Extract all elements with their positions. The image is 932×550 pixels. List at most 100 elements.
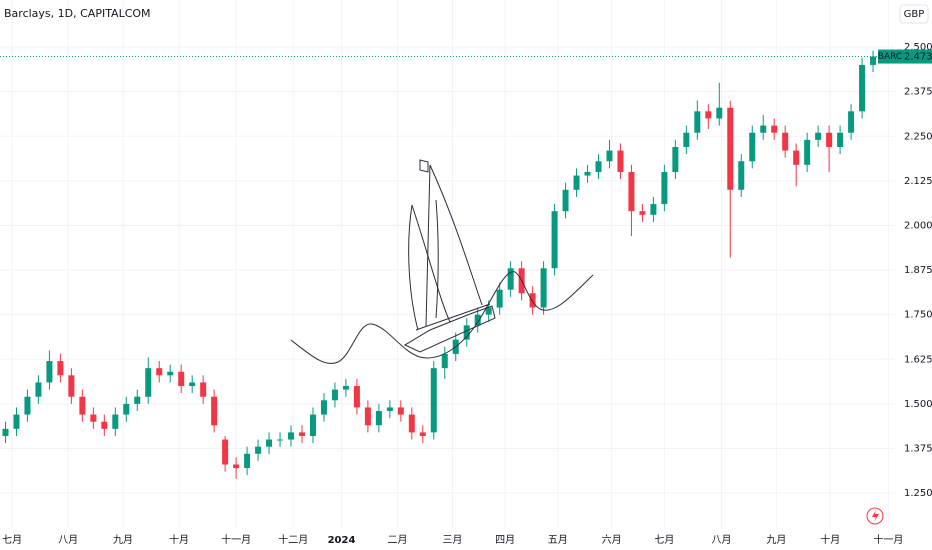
candle-body <box>200 382 207 397</box>
candle-body <box>255 446 262 454</box>
x-tick-label: 八月 <box>58 534 78 546</box>
candle-body <box>35 382 42 397</box>
y-tick-label: 1.5000 <box>904 399 932 410</box>
x-tick-label: 六月 <box>602 534 622 546</box>
last-price-label: 2.4735 <box>904 52 932 63</box>
candle-body <box>529 293 536 308</box>
candle-body <box>57 361 64 376</box>
candle-body <box>705 111 712 119</box>
x-tick-label: 七月 <box>2 534 22 546</box>
candle-body <box>672 146 679 172</box>
drawing <box>290 159 594 364</box>
candle-body <box>46 361 53 383</box>
y-tick-label: 1.7500 <box>904 310 932 321</box>
x-tick-label: 十一月 <box>873 533 903 546</box>
candle-body <box>320 400 327 415</box>
currency: GBP <box>904 9 925 20</box>
candle-body <box>859 64 866 112</box>
candles <box>0 50 895 479</box>
candle-body <box>727 107 734 190</box>
y-tick-label: 1.2500 <box>904 488 932 499</box>
candle-body <box>760 125 767 133</box>
candle-body <box>815 132 822 140</box>
candle-body <box>145 368 152 397</box>
x-tick-label: 五月 <box>548 534 568 546</box>
candle-body <box>441 353 448 369</box>
candle-body <box>90 414 97 422</box>
candle-body <box>782 132 789 151</box>
last-price-tag <box>902 49 932 64</box>
candle-body <box>2 428 9 436</box>
candle-body <box>463 325 470 340</box>
candle-body <box>24 396 31 415</box>
x-tick-label: 九月 <box>766 534 786 546</box>
candle-body <box>683 132 690 147</box>
candle-body <box>573 175 580 190</box>
x-tick-label: 2024 <box>328 535 356 546</box>
candle-body <box>507 268 514 290</box>
symbol-tag <box>878 49 902 64</box>
x-tick-label: 八月 <box>711 534 731 546</box>
y-tick-label: 2.0000 <box>904 220 932 231</box>
candle-body <box>123 403 130 415</box>
candle-body <box>540 268 547 308</box>
candle-body <box>694 111 701 133</box>
x-tick-label: 十月 <box>169 533 189 546</box>
candle-body <box>617 150 624 172</box>
x-tick-label: 二月 <box>388 534 408 546</box>
y-tick-label: 2.5000 <box>904 42 932 53</box>
candle-body <box>386 407 393 411</box>
candle-body <box>397 407 404 415</box>
candle-body <box>474 314 481 326</box>
x-tick-label: 三月 <box>442 534 462 546</box>
candle-body <box>244 453 251 469</box>
y-tick-label: 2.1250 <box>904 176 932 187</box>
grid <box>0 0 895 528</box>
candle-body <box>430 368 437 433</box>
currency-box[interactable] <box>899 4 929 24</box>
candle-body <box>101 421 108 429</box>
candle-body <box>342 386 349 390</box>
candle-body <box>584 171 591 176</box>
candle-body <box>13 414 20 429</box>
candle-body <box>661 171 668 205</box>
x-tick-label: 九月 <box>113 534 133 546</box>
candle-body <box>134 396 141 404</box>
candle-body <box>848 111 855 133</box>
candle-body <box>331 389 338 401</box>
candle-body <box>266 439 273 447</box>
candle-body <box>485 307 492 315</box>
candle-body <box>189 382 196 387</box>
candle-body <box>793 150 800 165</box>
candle-body <box>68 375 75 397</box>
candle-body <box>606 150 613 162</box>
candle-body <box>178 371 185 387</box>
candle-body <box>233 464 240 469</box>
candle-body <box>562 189 569 212</box>
candle-body <box>837 132 844 147</box>
candle-body <box>628 171 635 212</box>
candle-body <box>156 368 163 376</box>
x-tick-label: 七月 <box>654 534 674 546</box>
x-tick-label: 十月 <box>820 533 840 546</box>
candle-body <box>288 432 295 440</box>
candle-body <box>870 56 877 65</box>
candle-body <box>364 407 371 426</box>
candle-body <box>771 125 778 133</box>
x-tick-label: 十二月 <box>278 533 308 546</box>
candle-body <box>222 439 229 465</box>
y-tick-label: 1.3750 <box>904 443 932 454</box>
candle-body <box>826 132 833 147</box>
candle-body <box>749 132 756 162</box>
candle-body <box>298 432 305 436</box>
y-tick-label: 2.3750 <box>904 87 932 98</box>
candle-body <box>639 211 646 215</box>
candle-body <box>804 139 811 165</box>
candle-body <box>112 414 119 429</box>
candle-body <box>496 289 503 308</box>
axes: 1.2500 1.3750 1.5000 1.6250 1.7500 1.8750 2.00… <box>2 42 932 546</box>
chart-title: Barclays, 1D, CAPITALCOM <box>4 7 151 20</box>
candle-body <box>408 414 415 433</box>
